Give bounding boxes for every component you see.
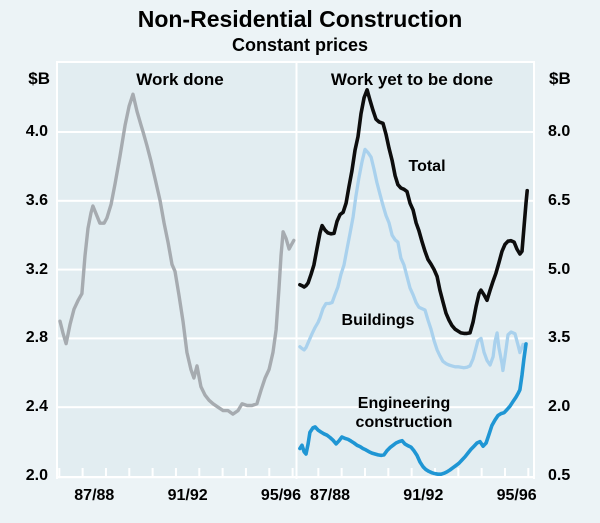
series-line-work-done (58, 92, 296, 416)
x-axis-tick (527, 468, 530, 476)
series-label-engineering-construction: Engineering construction (355, 395, 453, 431)
y-tick-label-left: 4.0 (25, 123, 48, 140)
x-axis-baseline (56, 476, 535, 479)
y-tick-label-right: 8.0 (548, 122, 571, 140)
plot-border-top (56, 61, 535, 63)
x-axis-tick (457, 468, 460, 476)
x-tick-label: 95/96 (260, 487, 301, 504)
x-axis-tick (174, 468, 177, 476)
panel-heading-work-done: Work done (136, 70, 224, 89)
x-axis-tick (221, 468, 224, 476)
x-tick-label: 95/96 (496, 487, 537, 504)
x-axis-tick (104, 468, 107, 476)
series-line-buildings (298, 147, 527, 373)
x-tick-label: 87/88 (74, 487, 115, 504)
x-axis-tick (387, 468, 390, 476)
series-line-total (298, 88, 530, 336)
series-label-buildings: Buildings (341, 312, 415, 329)
x-tick-label: 91/92 (403, 487, 444, 504)
series-line-engineering-construction (298, 342, 528, 477)
chart-subtitle: Constant prices (231, 35, 369, 55)
x-axis-tick (317, 468, 320, 476)
x-axis-tick (128, 468, 131, 476)
x-tick-label: 91/92 (167, 487, 208, 504)
x-axis-tick (503, 468, 506, 476)
y-axis-unit-left: $B (28, 69, 50, 88)
plot-border-left (56, 61, 58, 479)
x-axis-tick (480, 468, 483, 476)
panel-divider (295, 61, 298, 479)
x-axis-tick (291, 468, 294, 476)
series-label-total: Total (408, 158, 446, 175)
y-tick-label-left: 2.0 (25, 467, 48, 484)
panel-heading-work-yet-to-be-done: Work yet to be done (330, 70, 494, 89)
y-tick-label-right: 2.0 (548, 398, 571, 416)
x-axis-tick (151, 468, 154, 476)
y-tick-label-left: 3.2 (25, 260, 48, 278)
y-tick-label-left: 2.8 (25, 329, 48, 347)
plot-border-right (533, 61, 535, 479)
x-axis-tick (81, 468, 84, 476)
x-axis-tick (340, 468, 343, 476)
x-axis-tick (198, 468, 201, 476)
x-axis-tick (363, 468, 366, 476)
y-axis-unit-right: $B (549, 69, 571, 88)
y-tick-label-right: 0.5 (548, 467, 571, 484)
y-tick-label-left: 3.6 (25, 191, 48, 209)
y-tick-label-right: 6.5 (548, 191, 571, 209)
y-tick-label-right: 3.5 (548, 329, 571, 347)
chart-title: Non-Residential Construction (137, 6, 463, 32)
x-axis-tick (244, 468, 247, 476)
x-axis-tick (268, 468, 271, 476)
y-tick-label-left: 2.4 (25, 398, 48, 416)
x-tick-label: 87/88 (309, 487, 350, 504)
x-axis-tick (410, 468, 413, 476)
y-tick-label-right: 5.0 (548, 260, 571, 278)
x-axis-tick (58, 468, 61, 476)
